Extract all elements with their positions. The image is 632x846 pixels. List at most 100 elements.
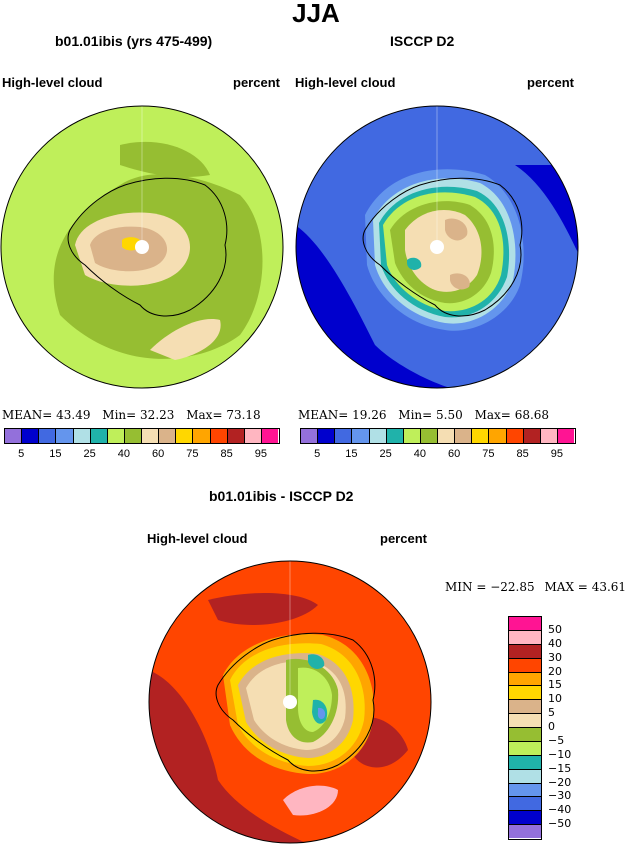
diff-colorbar-swatch [509, 825, 541, 838]
left-colorbar-swatch [244, 429, 262, 443]
left-colorbar-swatch [227, 429, 245, 443]
left-colorbar-swatch [261, 429, 278, 443]
right-colorbar-label: 60 [448, 448, 461, 460]
right-colorbar-swatch [369, 429, 387, 443]
left-colorbar-label: 60 [152, 448, 165, 460]
diff-darkred-top [208, 593, 318, 625]
left-colorbar-label: 75 [186, 448, 199, 460]
diff-min-label: MIN = [445, 580, 487, 594]
right-colorbar-swatch [301, 429, 319, 443]
diff-colorbar-swatch [509, 686, 541, 701]
diff-colorbar-label: −10 [548, 747, 572, 761]
right-tan-patch2 [450, 273, 470, 290]
diff-blue [317, 707, 326, 720]
right-max-label: Max= [474, 408, 511, 422]
diff-colorbar-label: 15 [548, 678, 562, 692]
left-colorbar-label: 5 [18, 448, 25, 460]
diff-field-label: High-level cloud [147, 531, 248, 546]
right-stats: MEAN= 19.26 Min= 5.50 Max= 68.68 [298, 408, 549, 422]
left-map [0, 105, 284, 389]
left-colorbar-labels: 5 15 25 40 60 75 85 95 [4, 448, 278, 462]
left-units-label: percent [233, 75, 280, 90]
right-colorbar-label: 95 [550, 448, 563, 460]
right-colorbar-swatch [489, 429, 507, 443]
diff-colorbar-label: −50 [548, 817, 572, 831]
diff-colorbar-swatch [509, 617, 541, 631]
right-colorbar-swatch [523, 429, 541, 443]
diff-max-value: 43.61 [591, 580, 627, 594]
left-mean-value: 43.49 [56, 408, 91, 422]
right-tan-patch [445, 218, 468, 241]
left-colorbar-swatch [39, 429, 57, 443]
diff-colorbar-swatch [509, 797, 541, 812]
right-colorbar-swatch [420, 429, 438, 443]
diff-coastline [215, 632, 376, 772]
right-teal-spot [407, 257, 422, 270]
diff-colorbar-swatch [509, 630, 541, 645]
right-colorbar-swatch [352, 429, 370, 443]
left-max-label: Max= [186, 408, 223, 422]
left-colorbar-label: 95 [254, 448, 267, 460]
diff-colorbar-swatch [509, 741, 541, 756]
diff-colorbar-swatch [509, 714, 541, 728]
left-colorbar-label: 15 [49, 448, 62, 460]
right-colorbar-swatch [455, 429, 473, 443]
left-min-label: Min= [102, 408, 137, 422]
diff-colorbar-label: −20 [548, 775, 572, 789]
diff-pole-hole [283, 695, 297, 709]
left-colorbar-swatch [159, 429, 177, 443]
diff-colorbar-swatch [509, 672, 541, 687]
diff-teal-north [308, 654, 325, 669]
diff-units-label: percent [380, 531, 427, 546]
right-min-value: 5.50 [436, 408, 463, 422]
right-min-label: Min= [398, 408, 433, 422]
left-colorbar-swatch [5, 429, 23, 443]
right-colorbar [300, 428, 576, 444]
left-min-value: 32.23 [140, 408, 175, 422]
right-colorbar-swatch [386, 429, 404, 443]
diff-colorbar-swatch [509, 728, 541, 742]
left-colorbar-label: 40 [117, 448, 130, 460]
left-green-north [120, 141, 210, 177]
right-colorbar-label: 15 [345, 448, 358, 460]
left-colorbar-swatch [210, 429, 228, 443]
left-colorbar-label: 25 [83, 448, 96, 460]
diff-colorbar [508, 616, 542, 840]
right-colorbar-labels: 5 15 25 40 60 75 85 95 [300, 448, 574, 462]
right-colorbar-swatch [506, 429, 524, 443]
diff-colorbar-swatch [509, 644, 541, 659]
diff-colorbar-label: −5 [548, 733, 565, 747]
left-panel-title: b01.01ibis (yrs 475-499) [55, 33, 213, 49]
diff-map [148, 560, 432, 844]
diff-colorbar-swatch [509, 700, 541, 715]
left-colorbar-swatch [124, 429, 142, 443]
right-colorbar-swatch [540, 429, 558, 443]
diff-max-label: MAX = [544, 580, 588, 594]
diff-pink [283, 785, 338, 816]
right-units-label: percent [527, 75, 574, 90]
right-mean-value: 19.26 [352, 408, 387, 422]
right-max-value: 68.68 [514, 408, 550, 422]
diff-colorbar-swatch [509, 769, 541, 784]
diff-colorbar-swatch [509, 658, 541, 673]
diff-colorbar-swatch [509, 755, 541, 770]
left-colorbar-swatch [142, 429, 160, 443]
right-colorbar-swatch [438, 429, 456, 443]
diff-colorbar-label: 20 [548, 664, 562, 678]
left-colorbar [4, 428, 280, 444]
diff-stats: MIN = −22.85 MAX = 43.61 [445, 580, 626, 594]
diff-colorbar-label: −30 [548, 789, 572, 803]
right-colorbar-swatch [335, 429, 353, 443]
right-colorbar-swatch [318, 429, 336, 443]
diff-colorbar-label: 10 [548, 692, 562, 706]
left-colorbar-swatch [107, 429, 125, 443]
right-colorbar-swatch [403, 429, 421, 443]
left-colorbar-swatch [90, 429, 108, 443]
diff-colorbar-label: −40 [548, 803, 572, 817]
right-colorbar-swatch [557, 429, 574, 443]
right-pole-hole [430, 240, 444, 254]
left-colorbar-swatch [176, 429, 194, 443]
main-title: JJA [292, 0, 340, 28]
right-colorbar-label: 25 [379, 448, 392, 460]
diff-colorbar-label: 0 [548, 720, 555, 733]
